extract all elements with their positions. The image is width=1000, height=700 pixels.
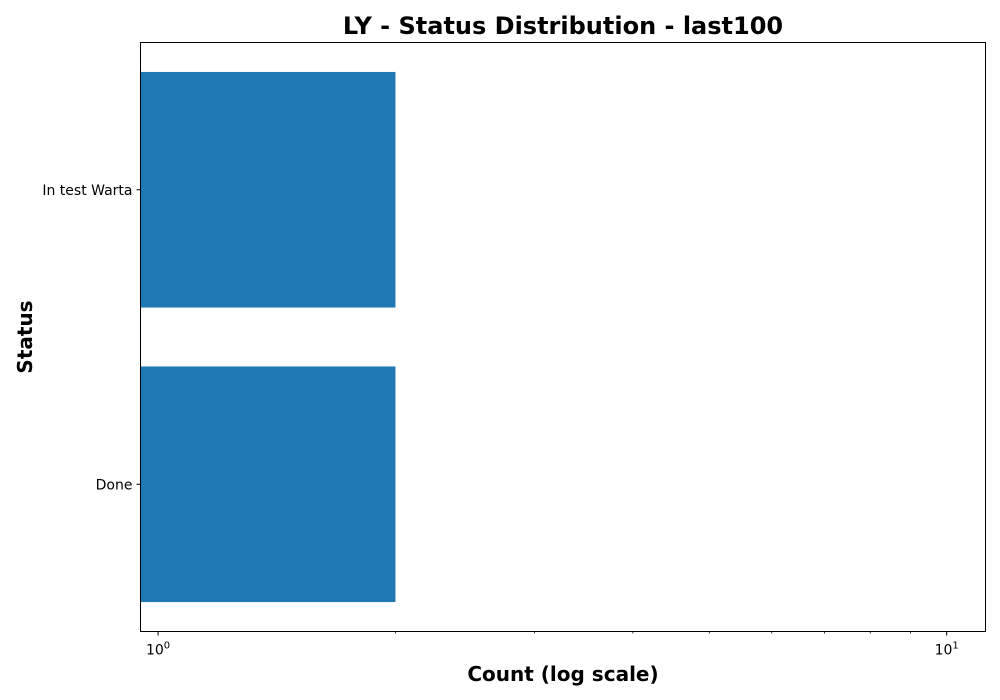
x-tick-label: 100 — [146, 641, 170, 659]
x-tick-exponent: 1 — [952, 641, 958, 652]
bar-in-test-warta — [140, 71, 396, 308]
y-tick-label: In test Warta — [42, 183, 132, 199]
bar-done — [140, 366, 396, 603]
x-tick-base: 10 — [935, 643, 953, 659]
plot-frame — [140, 42, 986, 632]
x-tick-exponent: 0 — [164, 641, 170, 652]
y-axis-label: Status — [13, 300, 37, 373]
x-tick-base: 10 — [146, 643, 164, 659]
x-axis-label: Count (log scale) — [467, 662, 658, 686]
chart-title: LY - Status Distribution - last100 — [343, 12, 783, 40]
y-tick-label: Done — [96, 477, 133, 493]
x-tick-label: 101 — [935, 641, 959, 659]
bars-group — [140, 71, 396, 603]
